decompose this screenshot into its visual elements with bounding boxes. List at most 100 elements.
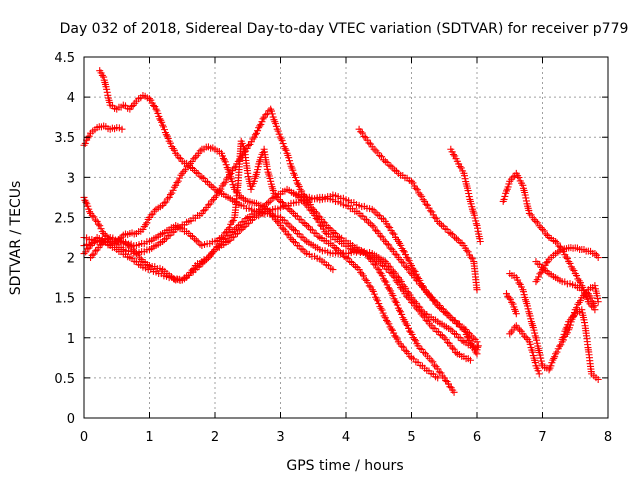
data-point-trail xyxy=(357,128,375,148)
chart-title: Day 032 of 2018, Sidereal Day-to-day VTE… xyxy=(60,21,629,37)
data-point-trail xyxy=(520,332,532,343)
data-point-trail xyxy=(135,227,145,236)
data-point-trail xyxy=(262,107,273,119)
data-point-trail xyxy=(246,198,256,207)
data-point-trail xyxy=(291,171,303,190)
data-point-trail xyxy=(200,174,217,191)
x-tick-label: 5 xyxy=(407,430,415,445)
data-point-trail xyxy=(278,224,296,244)
data-point-trail xyxy=(436,303,453,319)
data-point xyxy=(368,286,376,294)
data-point-trail xyxy=(448,148,460,163)
data-point-trail xyxy=(442,377,457,394)
data-point-trail xyxy=(155,270,171,280)
data-point-trail xyxy=(344,202,361,216)
data-point xyxy=(535,370,543,378)
data-point xyxy=(139,225,147,233)
data-point-trail xyxy=(338,239,354,253)
data-point-trail xyxy=(100,76,114,106)
y-axis-label: SDTVAR / TECUs xyxy=(8,181,24,296)
data-point xyxy=(368,221,376,229)
data-point-trail xyxy=(219,228,237,243)
data-point xyxy=(476,238,484,246)
data-point xyxy=(594,375,602,383)
data-point-trail xyxy=(397,171,413,184)
data-point-trail xyxy=(166,139,178,154)
data-point-trail xyxy=(573,244,584,253)
data-point-trail xyxy=(526,340,536,354)
data-point xyxy=(118,125,126,133)
data-point xyxy=(250,177,258,185)
y-tick-label: 3.5 xyxy=(54,131,75,146)
data-point xyxy=(191,153,199,161)
data-point-trail xyxy=(370,145,387,164)
data-point-trail xyxy=(376,268,395,295)
data-point xyxy=(591,250,599,258)
data-point-trail xyxy=(331,244,348,260)
data-point xyxy=(594,298,602,306)
data-point-trail xyxy=(160,195,172,207)
data-point-trail xyxy=(402,320,421,348)
data-point-trail xyxy=(305,239,322,252)
data-point-trail xyxy=(422,200,440,223)
data-point-trail xyxy=(318,257,335,272)
data-point-trail xyxy=(325,230,341,244)
data-point-trail xyxy=(226,227,243,244)
data-point xyxy=(440,334,448,342)
data-point-trail xyxy=(587,284,597,292)
data-point-trail xyxy=(547,251,557,261)
data-point-trail xyxy=(305,223,322,240)
data-point-trail xyxy=(148,263,164,273)
data-point-trail xyxy=(101,231,113,243)
data-point-trail xyxy=(529,352,539,367)
y-tick-label: 0 xyxy=(67,412,75,427)
data-point-trail xyxy=(573,272,584,287)
data-point-trail xyxy=(553,239,565,251)
data-point-trail xyxy=(533,336,546,368)
data-point xyxy=(381,258,389,266)
data-point-trail xyxy=(261,148,271,170)
data-point-trail xyxy=(96,235,112,245)
data-point-trail xyxy=(470,260,481,292)
data-point xyxy=(290,169,298,177)
data-point-trail xyxy=(207,144,217,152)
data-point-trail xyxy=(115,247,132,261)
data-point-trail xyxy=(108,102,119,112)
data-point-trail xyxy=(533,364,542,375)
data-point-trail xyxy=(102,123,112,133)
y-tick-label: 4.5 xyxy=(54,51,75,66)
data-point xyxy=(152,105,160,113)
data-point-trail xyxy=(449,327,466,345)
data-point-trail xyxy=(193,147,204,160)
data-point-trail xyxy=(403,292,420,312)
data-point-trail xyxy=(264,168,277,195)
data-point-trail xyxy=(436,319,453,332)
data-point-trail xyxy=(409,264,427,291)
data-point-trail xyxy=(449,316,466,331)
data-point-trail xyxy=(115,103,125,111)
data-point-trail xyxy=(213,147,223,155)
data-point-trail xyxy=(94,220,106,236)
data-point-trail xyxy=(83,238,98,249)
data-point-trail xyxy=(174,222,191,236)
data-point-trail xyxy=(586,292,598,307)
data-point-trail xyxy=(154,203,164,212)
data-point xyxy=(525,209,533,217)
data-point xyxy=(466,356,474,364)
x-axis: 0 1 2 3 4 5 6 7 8 xyxy=(80,57,612,445)
data-point-trail xyxy=(95,123,105,131)
data-point-trail xyxy=(311,211,329,236)
data-point-trail xyxy=(364,251,381,264)
data-point-trail xyxy=(508,271,518,280)
data-point-trail xyxy=(585,348,595,376)
data-point-trail xyxy=(514,172,526,187)
data-point-trail xyxy=(200,143,210,153)
data-point-trail xyxy=(225,216,237,232)
data-point-trail xyxy=(267,107,280,130)
data-point-trail xyxy=(560,245,571,253)
data-point xyxy=(329,266,337,274)
grid xyxy=(84,57,608,418)
x-tick-label: 1 xyxy=(145,430,153,445)
data-point-trail xyxy=(186,155,198,168)
data-point xyxy=(512,310,520,318)
